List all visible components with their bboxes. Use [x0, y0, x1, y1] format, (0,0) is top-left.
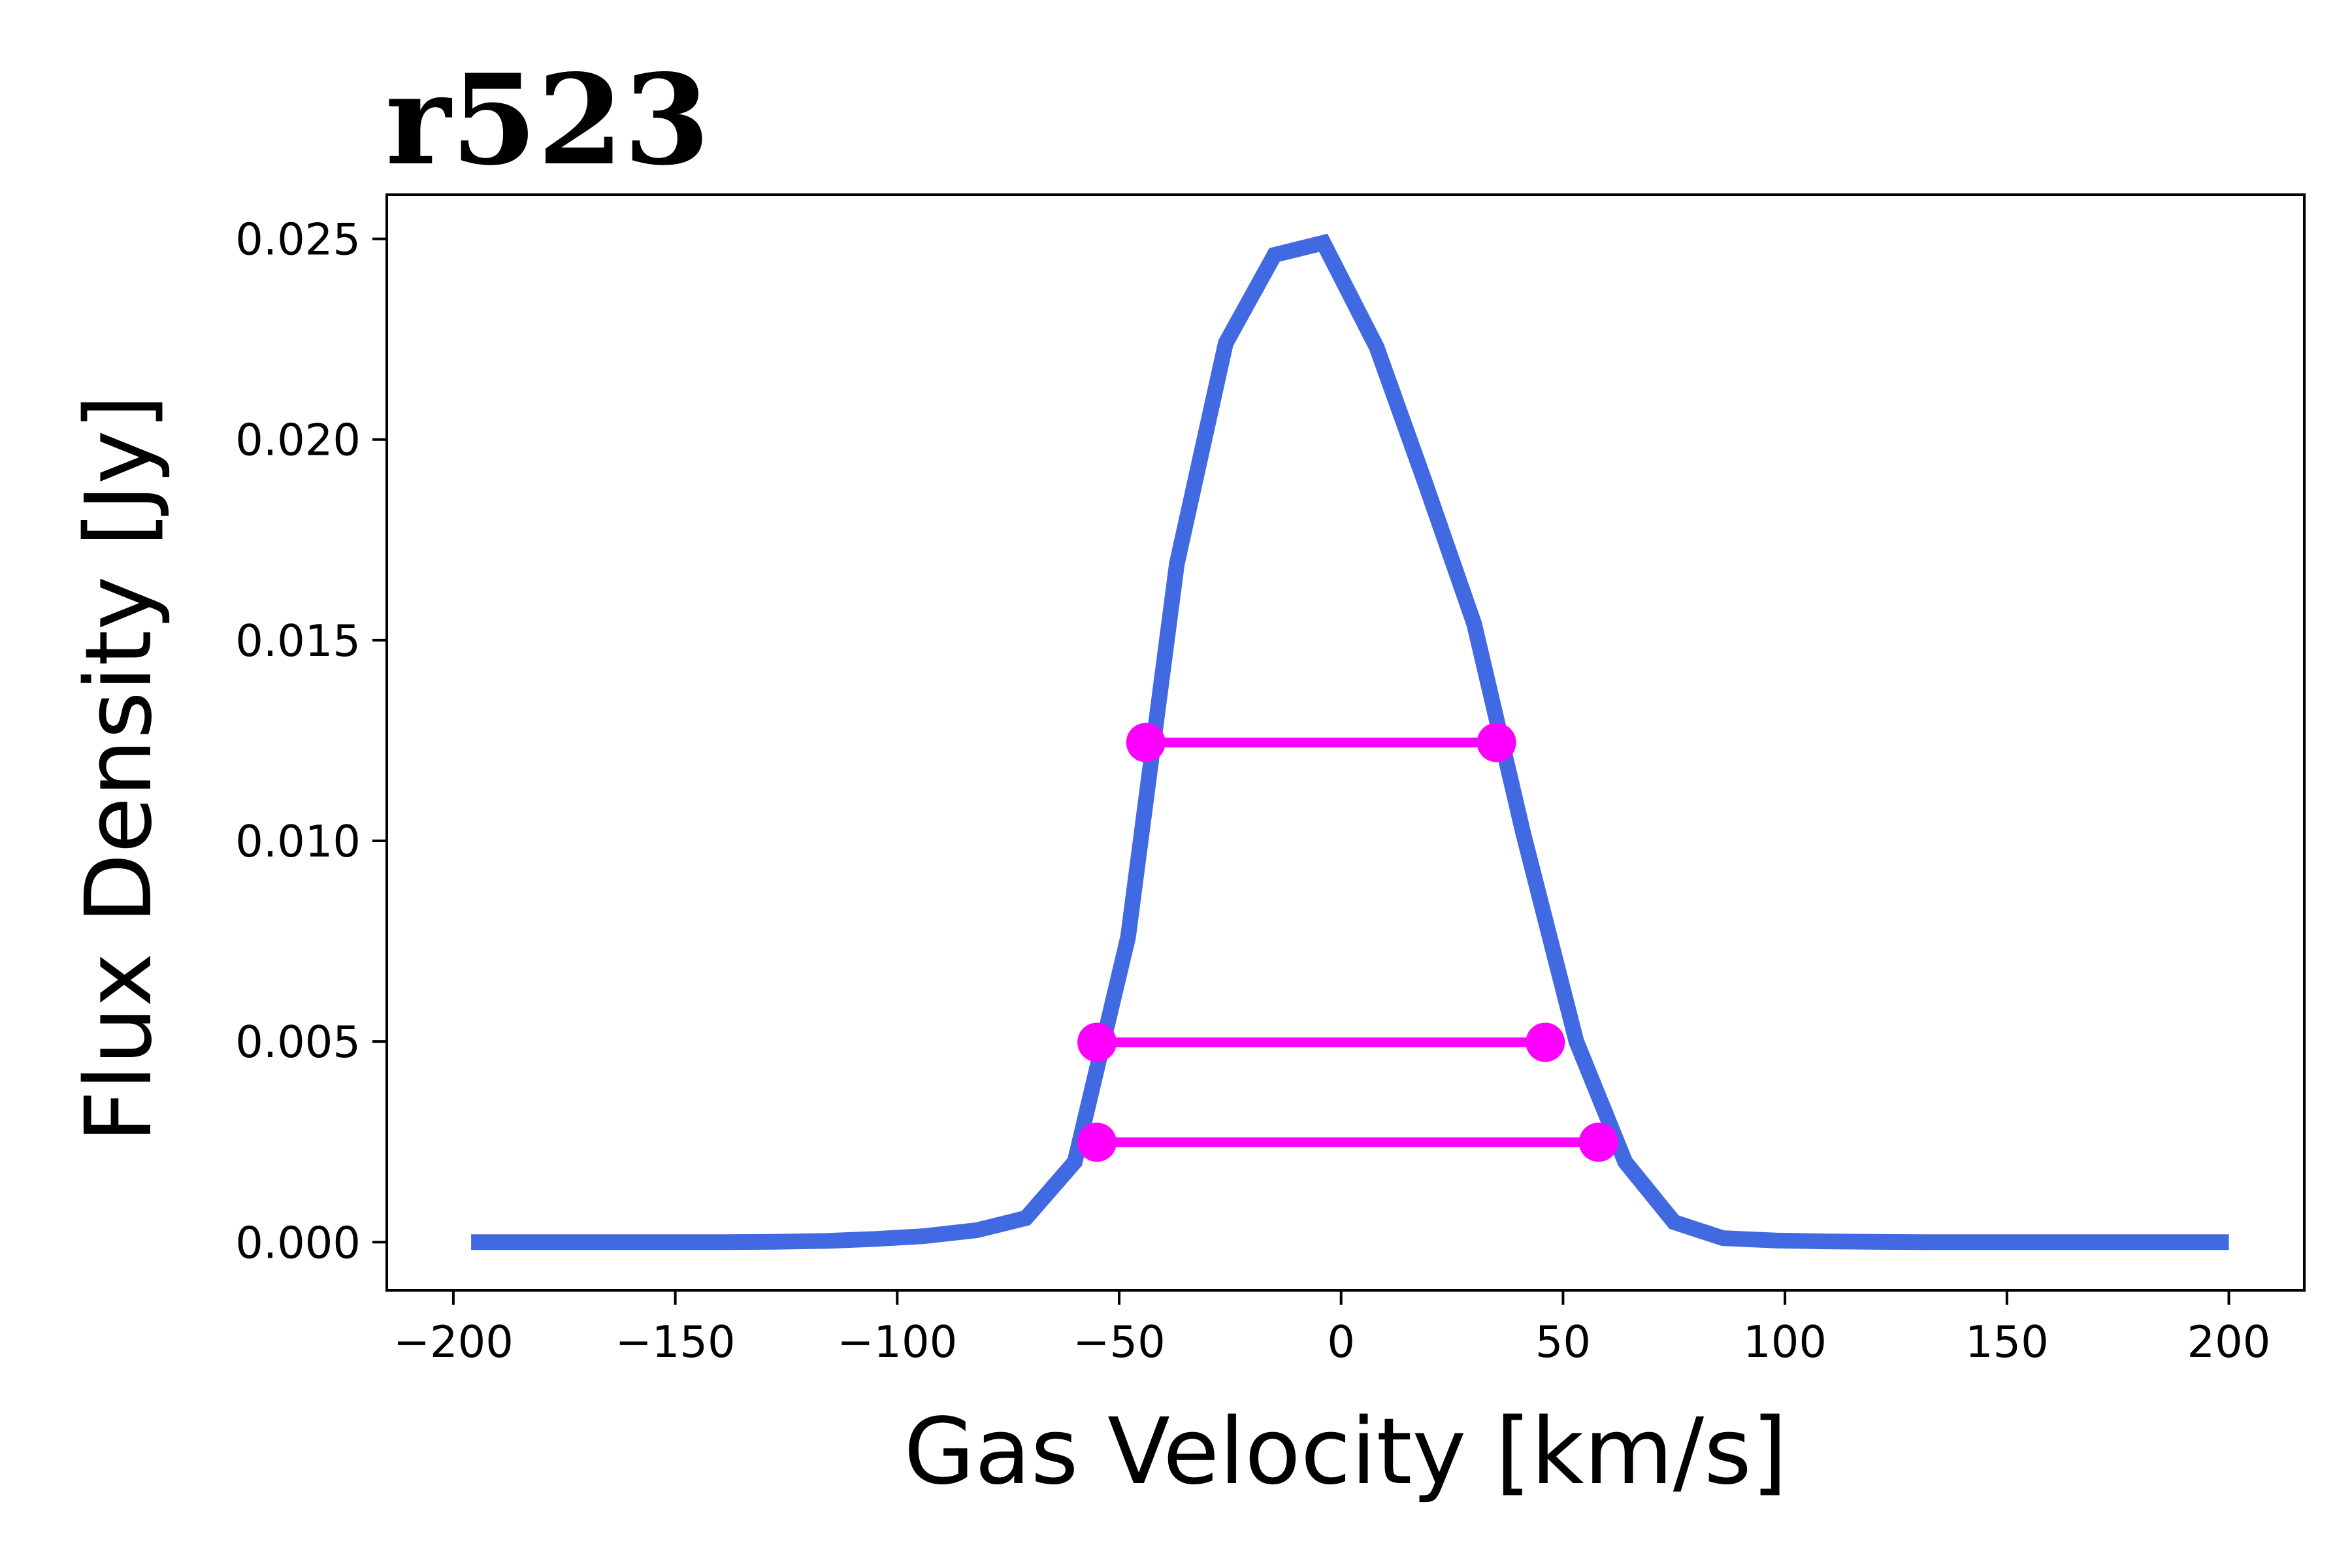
x-tick-label: −150: [615, 1316, 736, 1367]
plot-area: [471, 233, 2229, 1250]
y-tick-label: 0.005: [235, 1017, 361, 1068]
width-marker-left-point-1: [1077, 1022, 1117, 1062]
x-tick-label: −100: [837, 1316, 957, 1367]
width-marker-left-point-0: [1126, 723, 1166, 762]
x-tick-label: 200: [2187, 1316, 2271, 1367]
width-marker-right-point-0: [1477, 723, 1516, 762]
x-tick-label: −200: [393, 1316, 514, 1367]
width-marker-right-point-1: [1526, 1022, 1565, 1062]
x-tick-label: 50: [1535, 1316, 1591, 1367]
width-marker-left-point-2: [1077, 1122, 1117, 1162]
x-axis: −200 −150 −100 −50 0 50 100 150 200: [393, 1290, 2271, 1367]
y-tick-label: 0.010: [235, 816, 361, 867]
chart-title: r523: [385, 47, 710, 193]
y-tick-label: 0.025: [235, 214, 361, 265]
y-axis-label: Flux Density [Jy]: [66, 395, 172, 1143]
y-tick-label: 0.000: [235, 1217, 361, 1268]
y-tick-label: 0.020: [235, 415, 361, 466]
series-line-0: [471, 233, 2229, 1250]
y-axis: 0.000 0.005 0.010 0.015 0.020 0.025: [235, 214, 387, 1268]
x-tick-label: 100: [1743, 1316, 1827, 1367]
x-tick-label: −50: [1073, 1316, 1165, 1367]
x-tick-label: 150: [1965, 1316, 2049, 1367]
x-axis-label: Gas Velocity [km/s]: [904, 1399, 1787, 1505]
x-tick-label: 0: [1327, 1316, 1355, 1367]
y-tick-label: 0.015: [235, 615, 361, 666]
width-marker-right-point-2: [1578, 1122, 1618, 1162]
plot-frame: [385, 193, 2306, 1292]
